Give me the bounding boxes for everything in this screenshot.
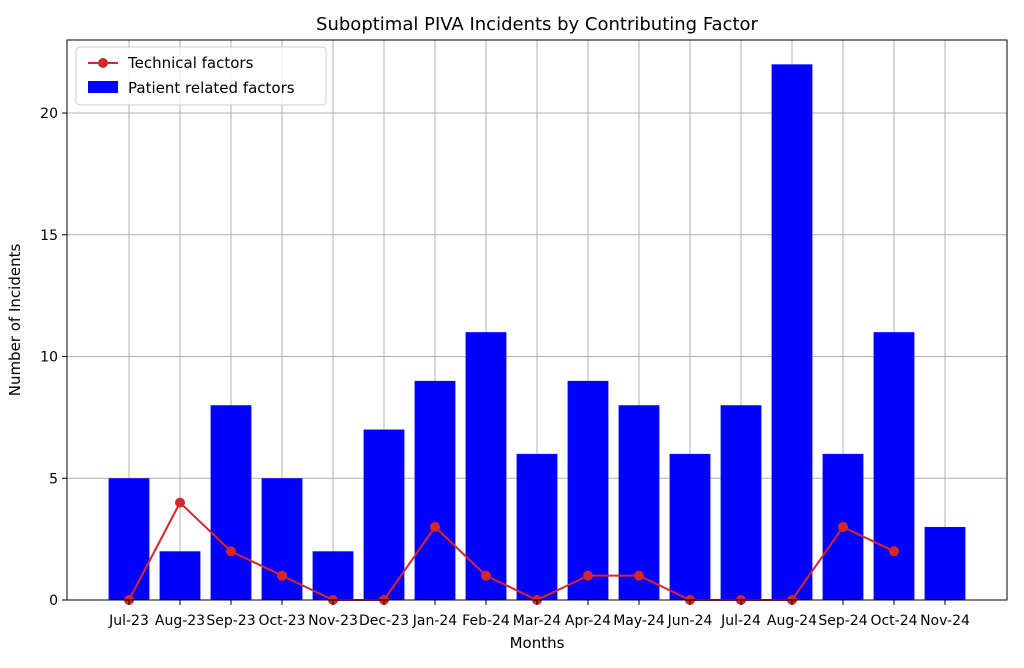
bar-Feb-24	[465, 332, 507, 600]
point-Apr-24	[583, 570, 593, 581]
x-tick-label: Sep-24	[818, 613, 867, 629]
bar-Jul-24	[720, 405, 762, 600]
y-axis-ticks: 0 5 10 15 20	[40, 106, 67, 609]
y-tick-label: 20	[40, 106, 58, 122]
point-Sep-23	[226, 546, 236, 557]
x-tick-label: Aug-23	[155, 613, 205, 629]
x-tick-label: Jul-23	[108, 613, 149, 629]
y-tick-label: 15	[40, 228, 58, 244]
x-tick-label: Sep-23	[206, 613, 255, 629]
x-tick-label: Nov-24	[920, 613, 970, 629]
bar-Mar-24	[516, 453, 558, 600]
legend-marker-swatch	[98, 58, 108, 68]
x-axis-label: Months	[510, 634, 565, 652]
x-tick-label: Oct-23	[258, 613, 305, 629]
x-tick-label: Jan-24	[412, 613, 458, 629]
bar-Jun-24	[669, 453, 711, 600]
x-tick-label: Jun-24	[667, 613, 713, 629]
bar-Jan-24	[414, 380, 456, 600]
bar-series	[108, 64, 966, 600]
x-axis-ticks: Jul-23 Aug-23 Sep-23 Oct-23 Nov-23 Dec-23 Jan-…	[108, 600, 970, 629]
bar-Apr-24	[567, 380, 609, 600]
x-tick-label: Feb-24	[462, 613, 510, 629]
point-Aug-23	[175, 497, 185, 508]
bar-Jul-23	[108, 478, 150, 600]
x-tick-label: Dec-23	[359, 613, 409, 629]
legend-box	[75, 46, 327, 106]
bar-Dec-23	[363, 429, 405, 600]
legend-bar-swatch	[88, 81, 118, 93]
point-Oct-23	[277, 570, 287, 581]
point-Sep-24	[838, 521, 848, 532]
y-tick-label: 10	[40, 350, 58, 366]
y-tick-label: 5	[49, 471, 58, 487]
bar-Aug-23	[159, 551, 201, 600]
x-tick-label: Apr-24	[565, 613, 611, 629]
chart-title: Suboptimal PIVA Incidents by Contributin…	[316, 14, 758, 35]
bar-May-24	[618, 405, 660, 600]
x-tick-label: Oct-24	[870, 613, 917, 629]
point-Jan-24	[430, 521, 440, 532]
bar-Oct-24	[873, 332, 915, 600]
bar-Nov-23	[312, 551, 354, 600]
point-Oct-24	[889, 546, 899, 557]
x-tick-label: May-24	[613, 613, 665, 629]
legend-entry-patient: Patient related factors	[128, 79, 295, 97]
x-tick-label: Nov-23	[308, 613, 358, 629]
bar-Aug-24	[771, 64, 813, 600]
legend: Technical factors Patient related factor…	[75, 46, 327, 106]
bar-Nov-24	[924, 526, 966, 600]
legend-entry-technical: Technical factors	[127, 54, 254, 72]
x-tick-label: Aug-24	[767, 613, 817, 629]
x-tick-label: Mar-24	[513, 613, 561, 629]
point-May-24	[634, 570, 644, 581]
point-Feb-24	[481, 570, 491, 581]
y-axis-label: Number of Incidents	[6, 244, 24, 397]
x-tick-label: Jul-24	[720, 613, 761, 629]
y-tick-label: 0	[49, 593, 58, 609]
bar-Sep-23	[210, 405, 252, 600]
